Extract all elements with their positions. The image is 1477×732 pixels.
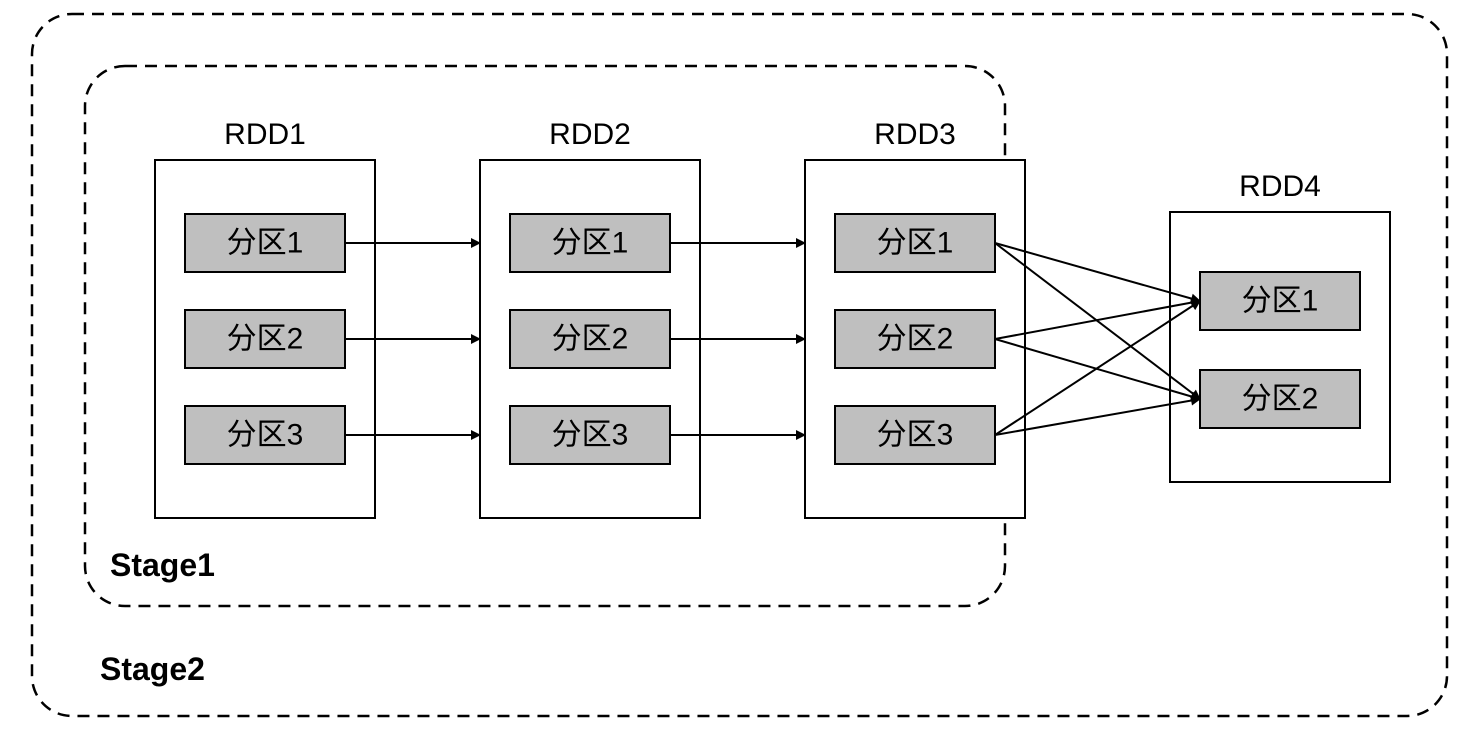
r3p3-label: 分区3 — [877, 419, 954, 452]
rdd2: RDD2 分区1 分区2 分区3 — [480, 118, 700, 518]
r3p2-label: 分区2 — [877, 323, 954, 356]
r3p1-label: 分区1 — [877, 227, 954, 260]
r2p3-label: 分区3 — [552, 419, 629, 452]
rdd3: RDD3 分区1 分区2 分区3 — [805, 118, 1025, 518]
r4p1-label: 分区1 — [1242, 285, 1319, 318]
r2p2-label: 分区2 — [552, 323, 629, 356]
r1p3-label: 分区3 — [227, 419, 304, 452]
r1p1-label: 分区1 — [227, 227, 304, 260]
rdd3-title: RDD3 — [874, 118, 956, 151]
stage2-label: Stage2 — [100, 651, 205, 687]
rdd2-title: RDD2 — [549, 118, 631, 151]
rdd4: RDD4 分区1 分区2 — [1170, 170, 1390, 482]
rdd4-box — [1170, 212, 1390, 482]
rdd1: RDD1 分区1 分区2 分区3 — [155, 118, 375, 518]
rdd1-title: RDD1 — [224, 118, 306, 151]
r2p1-label: 分区1 — [552, 227, 629, 260]
rdd-stage-diagram: RDD1分区1分区2分区3RDD2分区1分区2分区3RDD3分区1分区2分区3R… — [0, 0, 1477, 732]
r4p2-label: 分区2 — [1242, 383, 1319, 416]
r1p2-label: 分区2 — [227, 323, 304, 356]
stage1-label: Stage1 — [110, 547, 215, 583]
rdd4-title: RDD4 — [1239, 170, 1321, 203]
